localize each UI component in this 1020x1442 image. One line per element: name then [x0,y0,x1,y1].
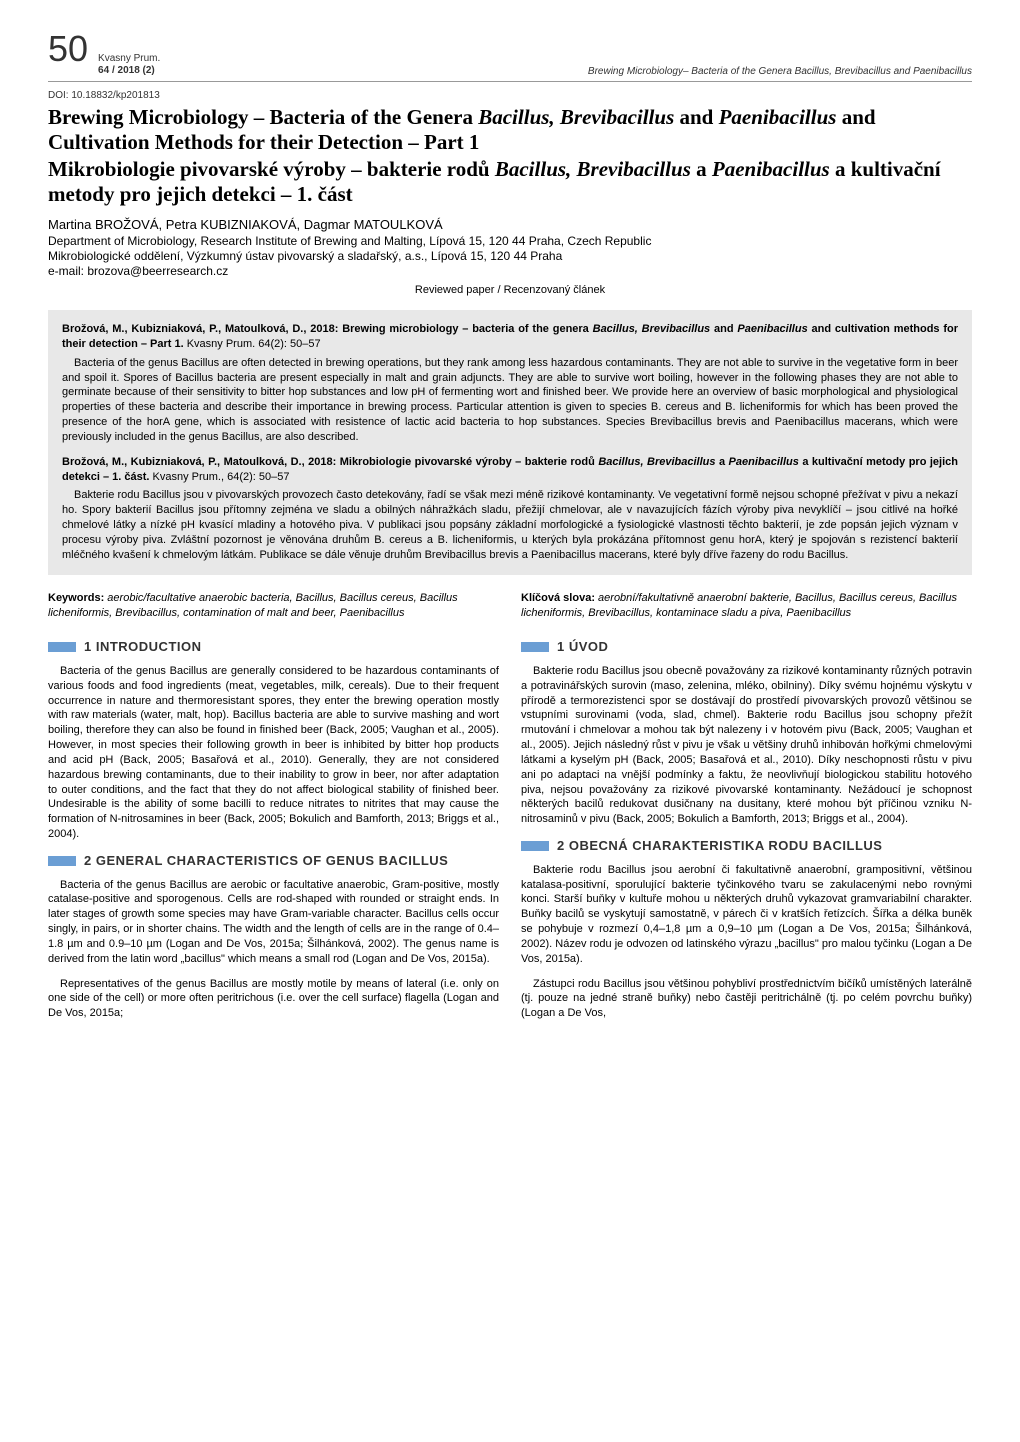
section-1-p1-cz: Bakterie rodu Bacillus jsou obecně považ… [521,664,972,827]
doi: DOI: 10.18832/kp201813 [48,90,972,101]
section-1-p1-en: Bacteria of the genus Bacillus are gener… [48,664,499,842]
abstract-body-en: Bacteria of the genus Bacillus are often… [62,356,958,445]
running-title: Brewing Microbiology– Bacteria of the Ge… [588,66,972,77]
section-2-head-cz: 2 OBECNÁ CHARAKTERISTIKA RODU BACILLUS [521,837,972,855]
right-column: Klíčová slova: aerobní/fakultativně anae… [521,591,972,1032]
section-1-head-en: 1 INTRODUCTION [48,638,499,656]
journal-issue: 64 / 2018 (2) [98,65,160,77]
section-2-p2-en: Representatives of the genus Bacillus ar… [48,977,499,1022]
title-czech: Mikrobiologie pivovarské výroby – bakter… [48,157,972,207]
blue-bar-icon [48,856,76,866]
blue-bar-icon [521,841,549,851]
journal-name: Kvasny Prum. [98,53,160,65]
section-2-p1-cz: Bakterie rodu Bacillus jsou aerobní či f… [521,863,972,967]
section-2-p2-cz: Zástupci rodu Bacillus jsou většinou poh… [521,977,972,1022]
affiliation-en: Department of Microbiology, Research Ins… [48,234,972,248]
section-1-head-cz: 1 ÚVOD [521,638,972,656]
citation-en: Brožová, M., Kubizniaková, P., Matoulkov… [62,322,958,352]
left-column: Keywords: aerobic/facultative anaerobic … [48,591,499,1032]
header-left: 50 Kvasny Prum. 64 / 2018 (2) [48,28,160,77]
title-english: Brewing Microbiology – Bacteria of the G… [48,105,972,155]
section-2-title-en: 2 GENERAL CHARACTERISTICS OF GENUS BACIL… [84,852,448,870]
blue-bar-icon [521,642,549,652]
abstract-box: Brožová, M., Kubizniaková, P., Matoulkov… [48,310,972,575]
section-2-p1-en: Bacteria of the genus Bacillus are aerob… [48,878,499,967]
keywords-cz: Klíčová slova: aerobní/fakultativně anae… [521,591,972,621]
page-header: 50 Kvasny Prum. 64 / 2018 (2) Brewing Mi… [48,28,972,82]
page-number: 50 [48,28,88,70]
email: e-mail: brozova@beerresearch.cz [48,264,972,278]
section-2-head-en: 2 GENERAL CHARACTERISTICS OF GENUS BACIL… [48,852,499,870]
two-column-body: Keywords: aerobic/facultative anaerobic … [48,591,972,1032]
authors: Martina BROŽOVÁ, Petra KUBIZNIAKOVÁ, Dag… [48,217,972,232]
affiliation-cz: Mikrobiologické oddělení, Výzkumný ústav… [48,249,972,263]
section-2-title-cz: 2 OBECNÁ CHARAKTERISTIKA RODU BACILLUS [557,837,882,855]
abstract-body-cz: Bakterie rodu Bacillus jsou v pivovarský… [62,488,958,562]
section-1-title-en: 1 INTRODUCTION [84,638,202,656]
reviewed-label: Reviewed paper / Recenzovaný článek [48,284,972,296]
citation-cz: Brožová, M., Kubizniaková, P., Matoulkov… [62,455,958,485]
blue-bar-icon [48,642,76,652]
section-1-title-cz: 1 ÚVOD [557,638,608,656]
journal-info: Kvasny Prum. 64 / 2018 (2) [98,53,160,77]
keywords-en: Keywords: aerobic/facultative anaerobic … [48,591,499,621]
